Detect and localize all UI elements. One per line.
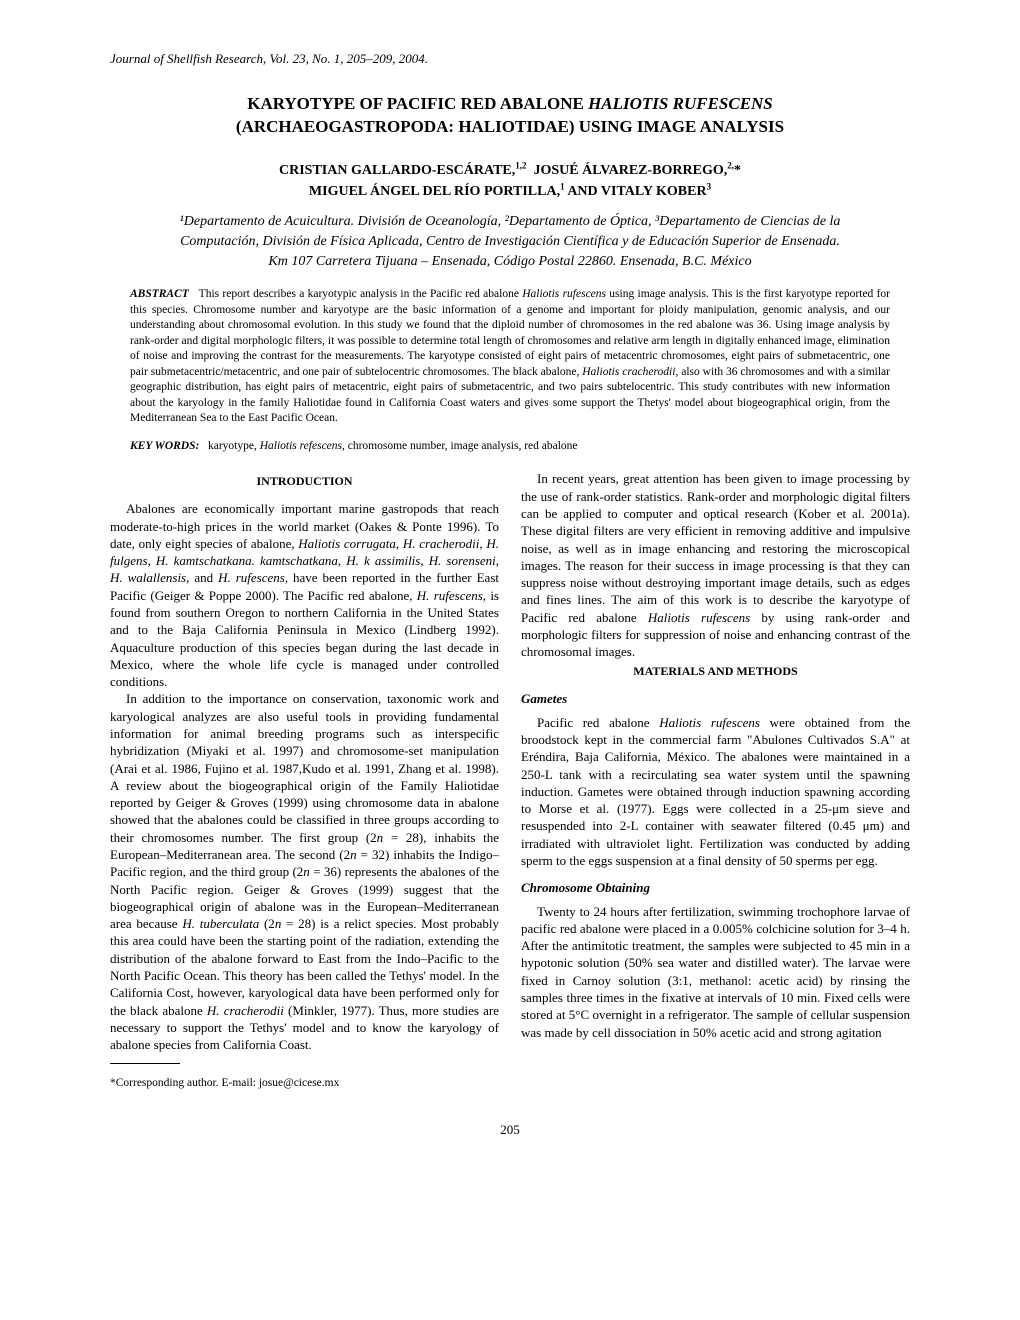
journal-header: Journal of Shellfish Research, Vol. 23, …: [110, 50, 910, 68]
left-column: INTRODUCTION Abalones are economically i…: [110, 470, 499, 1102]
journal-line-text: Journal of Shellfish Research, Vol. 23, …: [110, 51, 428, 66]
keywords-label: KEY WORDS:: [130, 440, 199, 452]
right-column: In recent years, great attention has bee…: [521, 470, 910, 1102]
keywords-text: karyotype, Haliotis refescens, chromosom…: [208, 440, 578, 452]
abstract-block: ABSTRACT This report describes a karyoty…: [130, 287, 890, 427]
affiliations-block: ¹Departamento de Acuicultura. División d…: [170, 212, 850, 271]
left-para-2: In addition to the importance on conserv…: [110, 690, 499, 1053]
abstract-text: This report describes a karyotypic analy…: [130, 288, 890, 424]
footnote-rule: [110, 1063, 180, 1064]
page-number: 205: [110, 1121, 910, 1139]
left-para-1: Abalones are economically important mari…: [110, 500, 499, 690]
article-title: KARYOTYPE OF PACIFIC RED ABALONE HALIOTI…: [110, 92, 910, 140]
right-para-2: Pacific red abalone Haliotis rufescens w…: [521, 714, 910, 870]
corresponding-author-footnote: *Corresponding author. E-mail: josue@cic…: [110, 1076, 499, 1091]
right-para-3: Twenty to 24 hours after fertilization, …: [521, 903, 910, 1041]
subheading-gametes: Gametes: [521, 690, 910, 707]
abstract-label: ABSTRACT: [130, 288, 189, 300]
keywords-block: KEY WORDS: karyotype, Haliotis refescens…: [130, 439, 890, 455]
right-para-1: In recent years, great attention has bee…: [521, 470, 910, 660]
two-column-body: INTRODUCTION Abalones are economically i…: [110, 470, 910, 1102]
authors-line-2: MIGUEL ÁNGEL DEL RÍO PORTILLA,1 AND VITA…: [309, 184, 711, 199]
heading-materials-methods: MATERIALS AND METHODS: [521, 664, 910, 680]
authors-line-1: CRISTIAN GALLARDO-ESCÁRATE,1,2 JOSUÉ ÁLV…: [279, 163, 741, 178]
heading-introduction: INTRODUCTION: [110, 474, 499, 490]
title-line-2: (ARCHAEOGASTROPODA: HALIOTIDAE) USING IM…: [236, 117, 784, 136]
subheading-chromosome-obtaining: Chromosome Obtaining: [521, 879, 910, 896]
title-line-1: KARYOTYPE OF PACIFIC RED ABALONE HALIOTI…: [247, 94, 773, 113]
authors-block: CRISTIAN GALLARDO-ESCÁRATE,1,2 JOSUÉ ÁLV…: [110, 159, 910, 202]
